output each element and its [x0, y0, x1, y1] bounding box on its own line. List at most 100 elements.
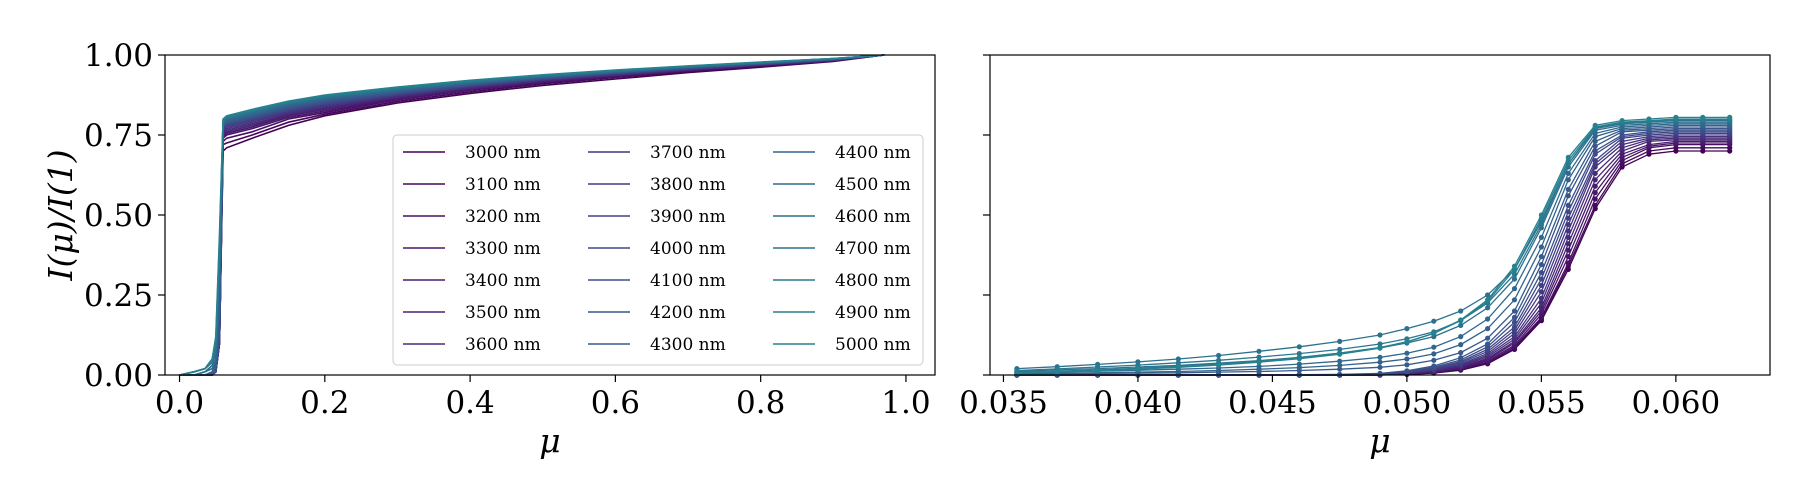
- legend-label: 3000 nm: [465, 143, 541, 163]
- x-tick-label: 0.060: [1631, 385, 1720, 421]
- data-point: [1485, 341, 1491, 347]
- data-point: [1565, 177, 1571, 183]
- data-point: [1565, 247, 1571, 253]
- data-point: [1511, 263, 1518, 269]
- legend-label: 3100 nm: [465, 175, 541, 195]
- series-line-3200-nm: [1016, 143, 1730, 376]
- left-y-ticks: 0.00 0.25 0.50 0.75 1.00: [84, 38, 165, 394]
- legend-label: 4000 nm: [650, 239, 726, 259]
- x-tick-label: 1.0: [881, 385, 930, 421]
- legend-label: 3600 nm: [465, 335, 541, 355]
- data-point: [1538, 222, 1544, 228]
- data-point: [1256, 363, 1262, 369]
- data-point: [1054, 369, 1060, 375]
- data-point: [1511, 324, 1518, 330]
- right-panel: 0.035 0.040 0.045 0.050 0.055 0.060 μ: [959, 54, 1771, 460]
- data-point: [1619, 118, 1625, 124]
- data-point: [1592, 183, 1598, 189]
- data-point: [1404, 339, 1410, 345]
- left-x-ticks: 0.0 0.2 0.4 0.6 0.8 1.0: [155, 375, 931, 421]
- data-point: [1565, 154, 1571, 160]
- series-line-3400-nm: [1016, 140, 1730, 376]
- data-point: [1592, 170, 1598, 176]
- data-point: [1377, 364, 1383, 370]
- data-point: [1404, 362, 1410, 368]
- legend-label: 4400 nm: [835, 143, 911, 163]
- right-x-ticks: 0.035 0.040 0.045 0.050 0.055 0.060: [959, 375, 1720, 421]
- y-tick-label: 0.25: [84, 278, 153, 314]
- x-tick-label: 0.4: [445, 385, 494, 421]
- data-point: [1404, 350, 1410, 356]
- x-tick-label: 0.2: [300, 385, 349, 421]
- data-point: [1216, 357, 1222, 363]
- y-tick-label: 0.75: [84, 118, 153, 154]
- data-point: [1538, 244, 1544, 250]
- data-point: [1538, 270, 1544, 276]
- left-panel: 0.0 0.2 0.4 0.6 0.8 1.0 0.000.250.500.751.00 …: [41, 38, 936, 460]
- data-point: [1511, 308, 1518, 314]
- data-point: [1565, 222, 1571, 228]
- legend-label: 4500 nm: [835, 175, 911, 195]
- data-point: [1538, 234, 1544, 240]
- data-point: [1431, 363, 1437, 369]
- data-point: [1511, 319, 1518, 325]
- data-point: [1458, 334, 1464, 340]
- data-point: [1565, 260, 1571, 266]
- data-point: [1592, 158, 1598, 164]
- data-point: [1175, 360, 1181, 366]
- data-point: [1538, 289, 1544, 295]
- data-point: [1377, 359, 1383, 365]
- legend-label: 3400 nm: [465, 271, 541, 291]
- legend-label: 5000 nm: [835, 335, 911, 355]
- legend: 3000 nm 3100 nm 3200 nm 3300 nm 3400 nm 3500 …: [392, 134, 924, 366]
- legend-label: 4100 nm: [650, 271, 726, 291]
- data-point: [1592, 190, 1598, 196]
- data-point: [1175, 356, 1181, 362]
- legend-label: 4600 nm: [835, 207, 911, 227]
- data-point: [1337, 366, 1343, 372]
- data-point: [1565, 215, 1571, 221]
- legend-label: 3300 nm: [465, 239, 541, 259]
- left-y-axis-label: I(μ)/I(1): [41, 149, 80, 281]
- data-point: [1592, 196, 1598, 202]
- data-point: [1565, 241, 1571, 247]
- data-point: [1256, 348, 1262, 354]
- data-point: [1538, 262, 1544, 268]
- x-tick-label: 0.6: [591, 385, 640, 421]
- data-point: [1485, 305, 1491, 311]
- data-point: [1485, 335, 1491, 341]
- legend-label: 3500 nm: [465, 303, 541, 323]
- data-point: [1538, 276, 1544, 282]
- data-point: [1337, 346, 1343, 352]
- data-point: [1538, 305, 1544, 311]
- data-point: [1431, 344, 1437, 350]
- x-tick-label: 0.040: [1094, 385, 1183, 421]
- right-axes-frame: [989, 54, 1771, 376]
- data-point: [1511, 314, 1518, 320]
- y-tick-label: 0.00: [84, 358, 153, 394]
- x-tick-label: 0.055: [1497, 385, 1586, 421]
- data-point: [1565, 193, 1571, 199]
- x-tick-label: 0.0: [155, 385, 204, 421]
- data-point: [1565, 228, 1571, 234]
- data-point: [1404, 326, 1410, 332]
- series-line-3900-nm: [1016, 132, 1730, 376]
- data-point: [1485, 326, 1491, 332]
- data-point: [1565, 234, 1571, 240]
- data-point: [1377, 332, 1383, 338]
- data-point: [1511, 276, 1518, 282]
- legend-label: 4700 nm: [835, 239, 911, 259]
- data-point: [1538, 212, 1544, 218]
- data-point: [1511, 286, 1518, 292]
- data-point: [1458, 355, 1464, 361]
- data-point: [1458, 308, 1464, 314]
- data-point: [1431, 318, 1437, 324]
- data-point: [1700, 114, 1706, 120]
- data-point: [1485, 292, 1491, 298]
- data-point: [1673, 114, 1679, 120]
- right-x-axis-label: μ: [1369, 421, 1390, 460]
- data-point: [1296, 361, 1302, 367]
- legend-label: 3800 nm: [650, 175, 726, 195]
- x-tick-label: 0.050: [1363, 385, 1452, 421]
- legend-label: 3200 nm: [465, 207, 541, 227]
